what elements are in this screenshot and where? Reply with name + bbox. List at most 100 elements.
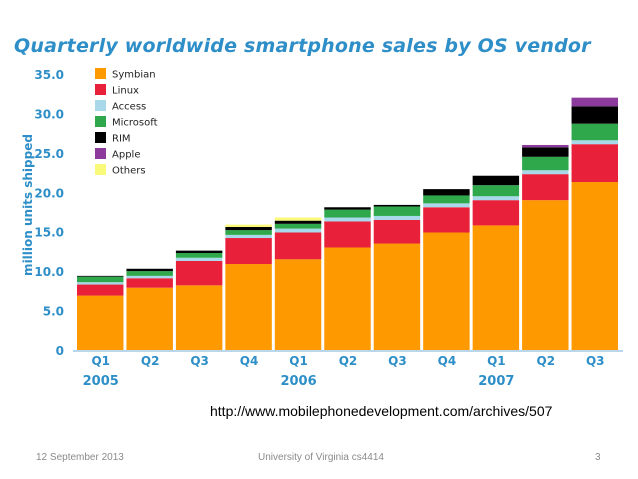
year-label: 2005 — [83, 374, 119, 389]
bar-segment-microsoft — [225, 230, 272, 235]
legend-swatch-access — [95, 100, 106, 111]
bar-segment-microsoft — [423, 195, 470, 204]
bar-segment-rim — [274, 220, 322, 224]
x-tick-label: Q2 — [339, 354, 358, 368]
legend-label-linux: Linux — [112, 86, 139, 97]
y-tick-label: 0 — [56, 344, 64, 358]
bar-segment-rim — [126, 268, 173, 272]
bar-segment-linux — [175, 260, 223, 286]
bar-segment-access — [373, 215, 421, 220]
legend-label-access: Access — [112, 102, 146, 113]
bar-segment-rim — [77, 275, 124, 277]
x-axis — [73, 350, 623, 352]
bar-segment-rim — [522, 147, 569, 157]
bar-segment-apple — [522, 144, 569, 148]
bar-segment-symbian — [324, 247, 371, 350]
bar-segment-access — [571, 140, 618, 145]
year-labels: 2005 2006 2007 — [83, 374, 515, 389]
x-tick-label: Q1 — [289, 354, 308, 368]
y-tick-label: 30.0 — [34, 107, 64, 121]
bar-segment-microsoft — [571, 123, 618, 141]
y-axis-label-group: million units shipped — [21, 134, 35, 276]
bar-segment-microsoft — [324, 209, 371, 218]
bar-segment-access — [77, 282, 124, 285]
footer-date: 12 September 2013 — [36, 452, 124, 463]
legend-label-microsoft: Microsoft — [112, 118, 158, 129]
legend-label-apple: Apple — [112, 150, 140, 161]
bar-segment-symbian — [274, 259, 322, 350]
y-tick-label: 15.0 — [34, 226, 64, 240]
x-tick-label: Q3 — [190, 354, 209, 368]
legend-swatch-linux — [95, 84, 106, 95]
y-tick-labels: 0 5.0 10.0 15.0 20.0 25.0 30.0 35.0 — [34, 68, 64, 358]
bar-segment-linux — [472, 200, 520, 226]
legend-swatch-apple — [95, 148, 106, 159]
bar-segment-access — [522, 170, 569, 175]
bar-segment-symbian — [571, 182, 618, 350]
x-tick-label: Q3 — [388, 354, 407, 368]
bar-segment-symbian — [472, 225, 520, 350]
bar-segment-linux — [522, 174, 569, 201]
bar-segment-linux — [571, 144, 618, 183]
y-tick-label: 35.0 — [34, 68, 64, 82]
bar-segment-symbian — [225, 264, 272, 350]
bar-segment-rim — [571, 106, 618, 124]
legend-label-symbian: Symbian — [112, 70, 156, 81]
legend-swatch-symbian — [95, 68, 106, 79]
y-axis-title: million units shipped — [21, 134, 35, 276]
bar-segment-linux — [373, 219, 421, 244]
year-label: 2006 — [280, 374, 316, 389]
bar-segment-access — [274, 228, 322, 233]
bar-segment-rim — [373, 204, 421, 207]
legend: Symbian Linux Access Microsoft RIM Apple Other… — [95, 68, 158, 177]
bar-segment-access — [175, 257, 223, 261]
bar-segment-others — [225, 224, 272, 227]
bar-segment-others — [274, 217, 322, 221]
x-tick-label: Q2 — [141, 354, 160, 368]
bar-segment-symbian — [373, 243, 421, 350]
bar-segment-rim — [472, 175, 520, 186]
legend-swatch-others — [95, 164, 106, 175]
x-tick-label: Q4 — [438, 354, 457, 368]
bar-segment-microsoft — [126, 271, 173, 276]
bar-segment-rim — [225, 226, 272, 231]
bar-segment-linux — [423, 207, 470, 233]
x-tick-label: Q3 — [586, 354, 605, 368]
bar-segment-linux — [225, 238, 272, 265]
bar-segment-access — [423, 203, 470, 208]
bar-segment-linux — [274, 232, 322, 260]
bar-segment-access — [472, 196, 520, 201]
bar-segment-microsoft — [274, 223, 322, 229]
x-tick-label: Q1 — [487, 354, 506, 368]
bar-segment-apple — [571, 97, 618, 107]
bar-segment-microsoft — [77, 276, 124, 283]
bar-segment-symbian — [423, 232, 470, 350]
legend-label-rim: RIM — [112, 134, 131, 145]
bar-segment-linux — [126, 278, 173, 288]
bar-segment-access — [126, 275, 173, 279]
legend-swatch-microsoft — [95, 116, 106, 127]
source-url[interactable]: http://www.mobilephonedevelopment.com/ar… — [210, 403, 553, 419]
chart-title: Quarterly worldwide smartphone sales by … — [14, 35, 591, 57]
bar-segment-symbian — [175, 285, 223, 350]
bar-segment-microsoft — [522, 156, 569, 171]
bar-segment-rim — [324, 207, 371, 210]
bar-segment-access — [324, 217, 371, 222]
footer-organization: University of Virginia cs4414 — [258, 452, 384, 463]
bar-segment-access — [225, 234, 272, 239]
bar-segment-rim — [175, 250, 223, 254]
legend-label-others: Others — [112, 166, 146, 177]
y-tick-label: 5.0 — [43, 305, 64, 319]
x-tick-labels: Q1 Q2 Q3 Q4 Q1 Q2 Q3 Q4 Q1 Q2 Q3 — [91, 354, 604, 368]
y-tick-label: 20.0 — [34, 186, 64, 200]
y-tick-label: 10.0 — [34, 265, 64, 279]
bar-segment-microsoft — [373, 206, 421, 216]
x-axis-line — [73, 350, 623, 352]
y-tick-label: 25.0 — [34, 147, 64, 161]
stacked-bars — [77, 97, 618, 350]
page-number: 3 — [595, 452, 601, 463]
year-label: 2007 — [478, 374, 514, 389]
bar-segment-microsoft — [175, 253, 223, 258]
bar-segment-microsoft — [472, 185, 520, 197]
